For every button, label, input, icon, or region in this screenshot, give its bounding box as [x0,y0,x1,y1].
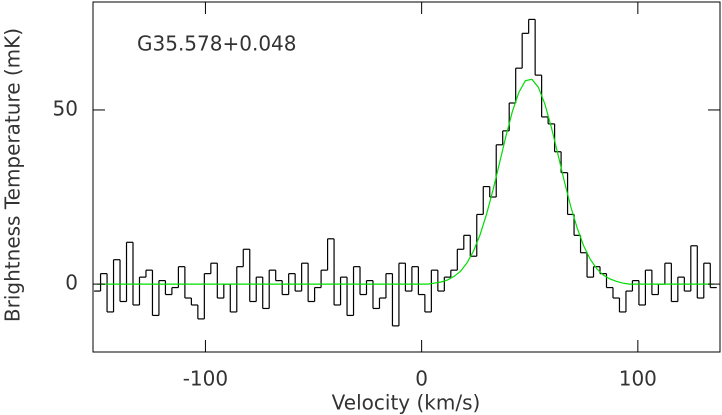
annotation: G35.578+0.048 [137,32,297,56]
x-tick-label: 100 [619,367,657,391]
plot-area [94,18,717,327]
y-tick-label: 0 [65,271,78,295]
x-tick-label: 0 [415,367,428,391]
x-axis-label: Velocity (km/s) [332,391,481,415]
plot-frame [92,1,721,353]
y-tick-label: 50 [53,96,78,120]
fit-line [97,78,714,285]
y-axis-label: Brightness Temperature (mK) [1,28,25,322]
x-tick-label: -100 [183,367,228,391]
